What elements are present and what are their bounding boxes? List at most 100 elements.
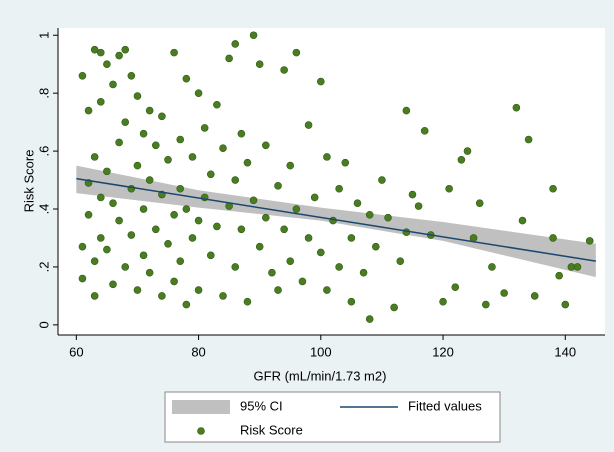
point [170,48,178,57]
point [280,66,288,74]
point [127,231,136,239]
point [402,106,411,115]
point [310,193,319,202]
point [213,100,221,109]
point [115,51,123,60]
point [298,277,307,286]
y-axis-title: Risk Score [21,150,36,213]
point [219,292,227,300]
point [512,103,521,112]
point [103,167,111,176]
point [255,60,264,69]
point [323,153,331,161]
x-tick-label: 140 [554,344,576,359]
point [335,263,343,271]
legend-label: 95% CI [240,398,283,413]
point [280,225,288,234]
point [182,74,191,83]
point [317,77,325,86]
point [182,205,191,213]
point [249,196,258,205]
point [78,242,87,251]
point [109,80,117,89]
point [158,112,166,121]
point [90,45,99,54]
point [274,286,282,294]
point [139,251,148,260]
point [151,141,160,150]
point [231,40,240,48]
point [463,147,472,155]
point [347,297,356,306]
fit-line [76,177,596,262]
point [133,161,142,170]
point [585,237,594,245]
y-tick-label: .8 [36,88,51,99]
legend-swatch [172,400,230,414]
point [261,213,270,222]
point [103,245,111,254]
point [268,268,276,277]
point [78,274,87,283]
point [158,292,166,300]
point [304,121,313,129]
point [109,199,117,208]
point [482,300,490,309]
x-tick-label: 120 [432,344,454,359]
point [243,297,252,306]
point [323,286,331,294]
y-tick-label: .4 [36,204,51,215]
point [225,54,233,63]
point [353,199,362,208]
point [96,98,105,106]
point [329,216,337,225]
point [549,234,557,242]
point [365,315,374,323]
point [115,138,123,147]
x-tick-label: 60 [69,344,83,359]
point [292,205,301,213]
point [90,153,99,161]
point [231,176,240,184]
point [115,216,123,225]
point [372,242,380,251]
y-tick-label: .2 [36,262,51,273]
point [420,127,429,135]
point [194,286,203,294]
point [378,176,386,184]
point [139,129,148,138]
point [396,257,405,265]
point [390,303,398,312]
point [194,89,203,97]
point [518,216,527,225]
point [121,118,130,126]
point [121,263,130,271]
point [133,286,142,294]
x-axis-title: GFR (mL/min/1.73 m2) [254,368,387,383]
point [457,155,466,164]
point [524,135,533,144]
point [206,170,215,179]
point [500,289,508,297]
point [475,199,484,208]
point [139,205,148,213]
point [133,92,142,100]
point [231,263,240,271]
point [237,129,246,138]
point [317,248,325,257]
point [145,268,154,277]
point [164,239,172,248]
point [90,292,99,300]
point [151,225,160,234]
point [213,222,221,231]
point [206,251,215,260]
point [408,190,417,199]
point [249,31,258,40]
point [188,234,197,242]
point [170,211,178,219]
point [365,211,374,219]
point [145,176,154,184]
point [90,257,99,265]
point [384,213,392,222]
